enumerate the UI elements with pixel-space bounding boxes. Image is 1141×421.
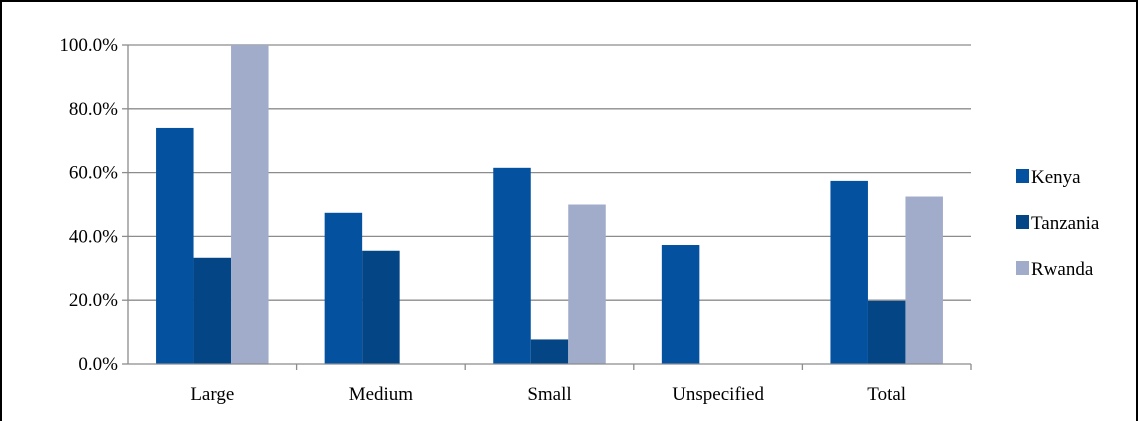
x-category-label: Small [527, 384, 571, 405]
legend-label-tanzania: Tanzania [1031, 213, 1100, 234]
legend: Kenya Tanzania Rwanda [1016, 167, 1100, 280]
y-tick-label: 80.0% [69, 99, 118, 120]
bar-tanzania-small [530, 339, 569, 364]
bar-tanzania-total [867, 300, 906, 364]
legend-label-rwanda: Rwanda [1031, 259, 1094, 280]
bar-kenya-large [156, 127, 194, 364]
x-category-label: Medium [349, 384, 414, 405]
legend-swatch-tanzania [1016, 215, 1029, 229]
legend-label-kenya: Kenya [1031, 167, 1081, 188]
bar-tanzania-large [193, 257, 232, 364]
bar-kenya-medium [324, 212, 363, 364]
bars [156, 45, 943, 364]
legend-swatch-rwanda [1016, 261, 1029, 275]
bar-rwanda-total [905, 196, 943, 364]
x-category-label: Unspecified [672, 384, 764, 405]
y-axis-ticks: 0.0% 20.0% 40.0% 60.0% 80.0% 100.0% [59, 35, 118, 375]
x-category-label: Large [190, 384, 234, 405]
bar-kenya-small [493, 167, 531, 364]
x-axis-ticks: Large Medium Small Unspecified Total [190, 384, 906, 405]
y-tick-label: 100.0% [59, 35, 118, 56]
y-tick-label: 40.0% [69, 226, 118, 247]
bar-kenya-total [830, 180, 868, 364]
y-tick-label: 20.0% [69, 290, 118, 311]
bar-rwanda-small [568, 204, 606, 364]
bar-rwanda-large [231, 45, 269, 364]
bar-kenya-unspecified [661, 245, 700, 364]
bar-tanzania-medium [362, 250, 400, 364]
axes [122, 44, 972, 370]
legend-swatch-kenya [1016, 169, 1029, 183]
y-tick-label: 60.0% [69, 163, 118, 184]
x-category-label: Total [867, 384, 906, 405]
y-tick-label: 0.0% [78, 354, 118, 375]
